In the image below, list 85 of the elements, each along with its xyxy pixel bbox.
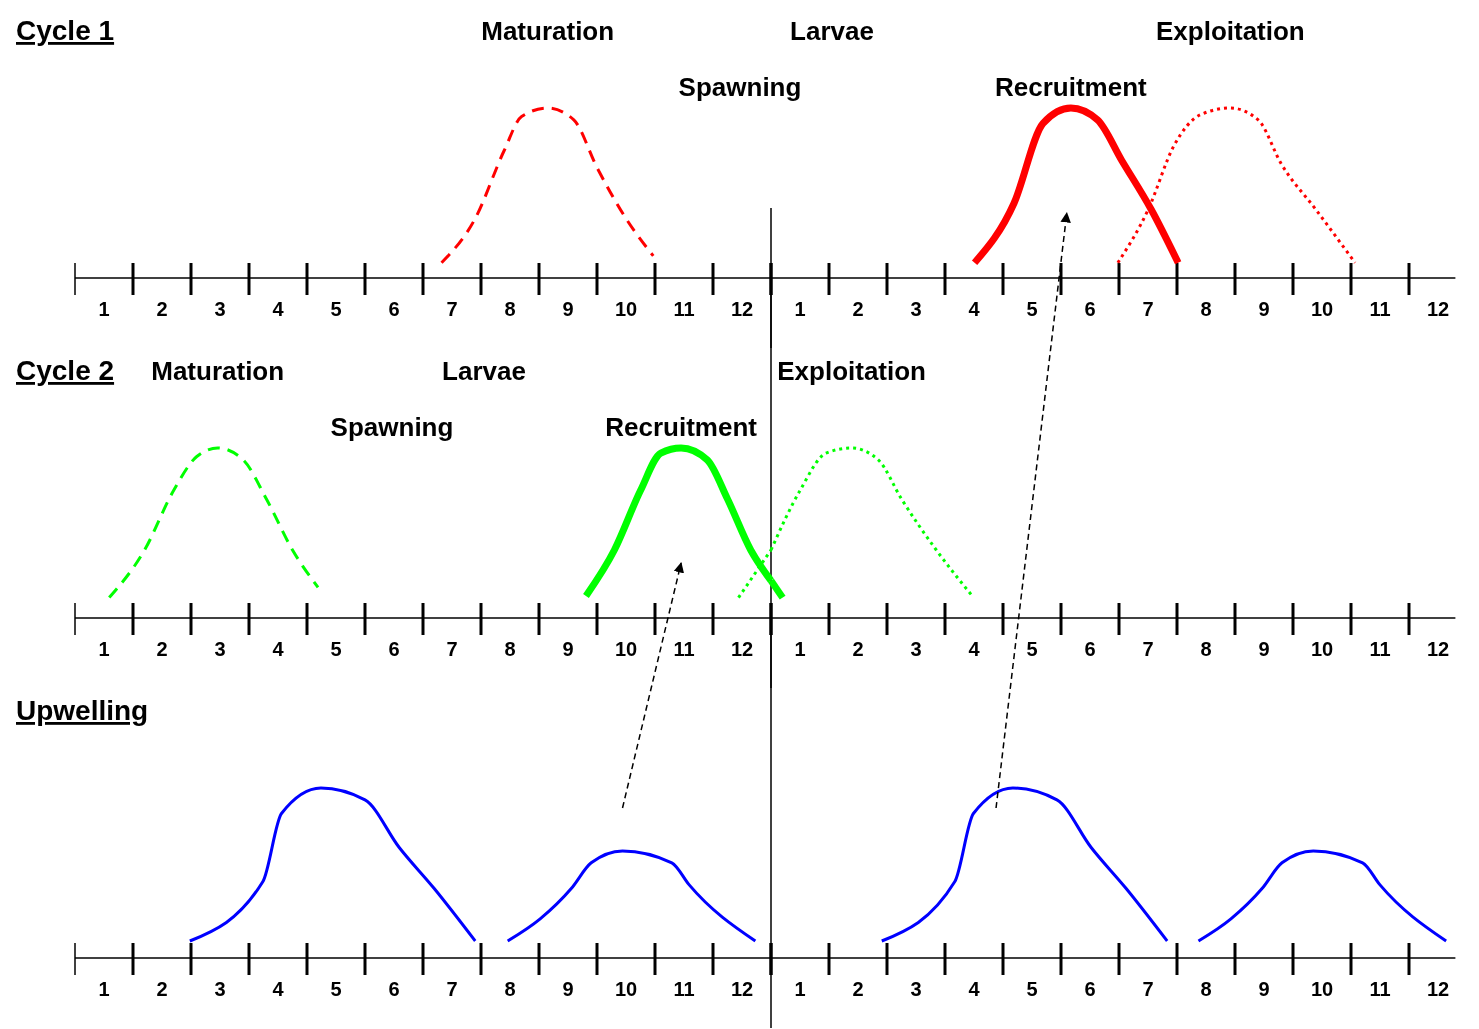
x-tick-label: 6 <box>1084 298 1096 320</box>
x-tick-label: 10 <box>614 978 638 1000</box>
x-tick-label: 12 <box>1426 978 1450 1000</box>
x-tick-label: 9 <box>562 298 574 320</box>
x-tick-label: 5 <box>330 298 342 320</box>
x-tick-label: 10 <box>1310 978 1334 1000</box>
text: Spawning <box>330 412 454 442</box>
x-tick-label: 7 <box>1142 638 1154 660</box>
x-tick-label: 1 <box>98 978 110 1000</box>
text: Exploitation <box>777 356 927 386</box>
x-tick-label: 6 <box>1084 978 1096 1000</box>
x-tick-label: 2 <box>852 978 864 1000</box>
text: Spawning <box>678 72 802 102</box>
x-tick-label: 8 <box>1200 638 1212 660</box>
x-tick-label: 8 <box>1200 978 1212 1000</box>
x-tick-label: 4 <box>968 298 981 320</box>
x-tick-label: 10 <box>1310 298 1334 320</box>
x-tick-label: 5 <box>330 638 342 660</box>
x-tick-label: 4 <box>968 978 981 1000</box>
x-tick-label: 7 <box>446 978 458 1000</box>
x-tick-label: 3 <box>910 298 922 320</box>
x-tick-label: 12 <box>730 638 754 660</box>
x-tick-label: 2 <box>852 638 864 660</box>
x-tick-label: 1 <box>794 298 806 320</box>
x-tick-label: 4 <box>272 978 285 1000</box>
chart-title: Cycle 2 <box>16 355 115 386</box>
x-tick-label: 8 <box>504 978 516 1000</box>
series-label: Recruitment <box>995 72 1148 102</box>
x-tick-label: 7 <box>446 638 458 660</box>
x-tick-label: 9 <box>562 638 574 660</box>
x-tick-label: 2 <box>156 978 168 1000</box>
x-tick-label: 7 <box>1142 978 1154 1000</box>
x-tick-label: 12 <box>730 978 754 1000</box>
x-tick-label: 1 <box>98 638 110 660</box>
x-tick-label: 3 <box>910 978 922 1000</box>
x-tick-label: 9 <box>562 978 574 1000</box>
x-tick-label: 3 <box>214 638 226 660</box>
text: Maturation <box>151 356 285 386</box>
x-tick-label: 7 <box>446 298 458 320</box>
x-tick-label: 10 <box>614 298 638 320</box>
text: Maturation <box>481 16 615 46</box>
x-tick-label: 8 <box>504 298 516 320</box>
x-tick-label: 8 <box>1200 298 1212 320</box>
x-tick-label: 11 <box>1369 978 1391 1000</box>
x-tick-label: 1 <box>794 638 806 660</box>
chart-title: Upwelling <box>16 695 149 726</box>
x-tick-label: 8 <box>504 638 516 660</box>
x-tick-label: 5 <box>1026 638 1038 660</box>
text: Exploitation <box>1155 16 1305 46</box>
x-tick-label: 11 <box>673 978 695 1000</box>
x-tick-label: 12 <box>1426 638 1450 660</box>
x-tick-label: 10 <box>614 638 638 660</box>
x-tick-label: 3 <box>214 298 226 320</box>
chart-title: Cycle 1 <box>16 15 115 46</box>
x-tick-label: 11 <box>673 638 695 660</box>
x-tick-label: 4 <box>272 638 285 660</box>
x-tick-label: 9 <box>1258 638 1270 660</box>
x-tick-label: 3 <box>910 638 922 660</box>
x-tick-label: 12 <box>1426 298 1450 320</box>
x-tick-label: 9 <box>1258 298 1270 320</box>
x-tick-label: 9 <box>1258 978 1270 1000</box>
x-tick-label: 2 <box>852 298 864 320</box>
x-tick-label: 5 <box>1026 978 1038 1000</box>
x-tick-label: 7 <box>1142 298 1154 320</box>
x-tick-label: 10 <box>1310 638 1334 660</box>
x-tick-label: 11 <box>673 298 695 320</box>
x-tick-label: 5 <box>1026 298 1038 320</box>
x-tick-label: 2 <box>156 638 168 660</box>
x-tick-label: 6 <box>388 978 400 1000</box>
x-tick-label: 11 <box>1369 298 1391 320</box>
x-tick-label: 1 <box>98 298 110 320</box>
x-tick-label: 6 <box>388 298 400 320</box>
x-tick-label: 3 <box>214 978 226 1000</box>
text: Larvae <box>442 356 526 386</box>
series-label: Recruitment <box>605 412 758 442</box>
x-tick-label: 2 <box>156 298 168 320</box>
x-tick-label: 6 <box>388 638 400 660</box>
x-tick-label: 5 <box>330 978 342 1000</box>
x-tick-label: 12 <box>730 298 754 320</box>
x-tick-label: 4 <box>968 638 981 660</box>
x-tick-label: 4 <box>272 298 285 320</box>
text: Larvae <box>790 16 874 46</box>
x-tick-label: 1 <box>794 978 806 1000</box>
x-tick-label: 6 <box>1084 638 1096 660</box>
x-tick-label: 11 <box>1369 638 1391 660</box>
